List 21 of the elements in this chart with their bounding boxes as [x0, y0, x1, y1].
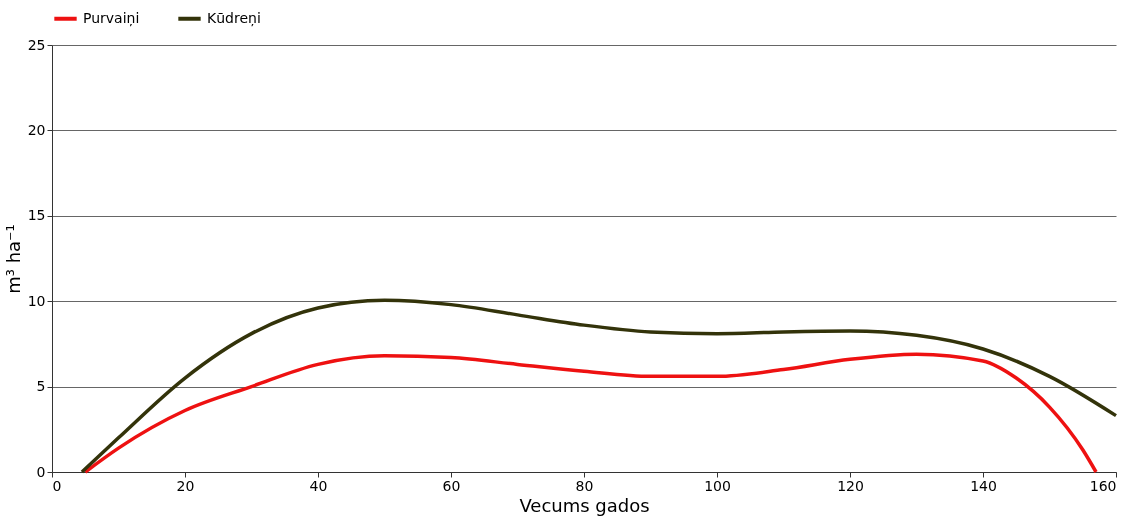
y-tick-label: 5: [36, 378, 46, 395]
y-tick-label: 25: [27, 36, 46, 53]
y-tick-label: 20: [27, 121, 46, 138]
x-tick-label: 80: [575, 477, 594, 494]
x-axis-title: Vecums gados: [519, 494, 650, 516]
x-tick-label: 60: [442, 477, 461, 494]
legend-label: Kūdreņi: [207, 9, 261, 27]
y-tick-label: 0: [36, 463, 46, 480]
x-tick-label: 100: [704, 477, 731, 494]
x-tick-label: 140: [970, 477, 997, 494]
line-series: [83, 352, 1098, 474]
legend-label: Purvaiņi: [83, 9, 140, 27]
y-axis-title: m³ ha⁻¹: [2, 224, 24, 294]
x-tick-label: 120: [837, 477, 864, 494]
x-tick-label: 0: [52, 477, 62, 494]
y-tick-label: 15: [27, 207, 46, 224]
line-series: [80, 298, 1118, 474]
x-tick-label: 20: [176, 477, 195, 494]
x-tick-label: 160: [1089, 477, 1117, 494]
y-tick-label: 10: [27, 292, 46, 309]
x-tick-label: 40: [309, 477, 328, 494]
